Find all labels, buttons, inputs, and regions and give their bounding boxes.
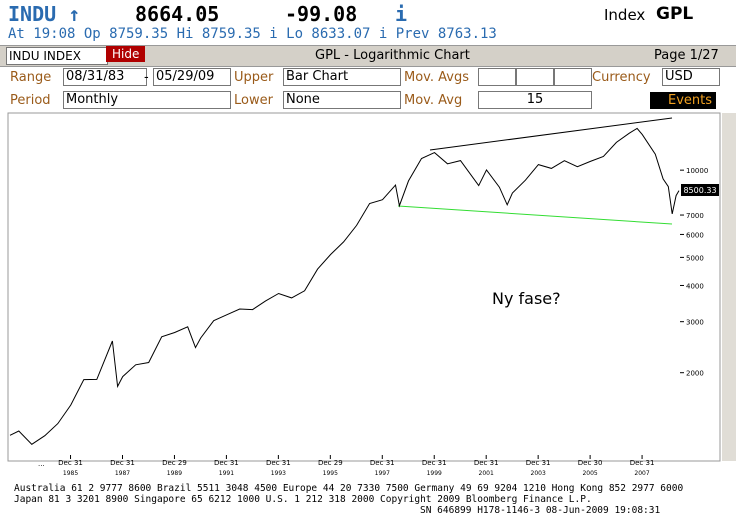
toolbar	[0, 45, 736, 67]
range-label: Range	[10, 70, 52, 85]
x-tick-year: 1985	[63, 470, 78, 477]
ticker: INDU ↑	[8, 2, 81, 26]
chart-title: GPL - Logarithmic Chart	[315, 48, 470, 63]
x-tick-label: Dec 31	[526, 459, 551, 467]
mov-avg-field[interactable]	[516, 68, 554, 86]
last-value-label: 8500.33	[683, 186, 716, 195]
lower-label: Lower	[234, 93, 273, 108]
hide-button[interactable]: Hide	[106, 46, 146, 62]
y-tick-label: 10000	[686, 167, 708, 175]
range-start[interactable]: 08/31/83	[63, 68, 147, 86]
x-tick-label: Dec 31	[422, 459, 447, 467]
events-button[interactable]: Events	[650, 92, 717, 109]
x-tick-label: Dec 31	[110, 459, 135, 467]
x-tick-year: 1991	[219, 470, 234, 477]
x-tick-label: Dec 31	[58, 459, 83, 467]
page-number: Page 1/27	[654, 48, 719, 63]
upper-field[interactable]: Bar Chart	[283, 68, 401, 86]
quote-line: At 19:08 Op 8759.35 Hi 8759.35 i Lo 8633…	[8, 26, 497, 42]
scrollbar[interactable]	[722, 113, 736, 461]
y-tick-label: 6000	[686, 231, 704, 239]
info: i	[395, 2, 408, 26]
x-tick-label: Dec 31	[474, 459, 499, 467]
range-separator: -	[144, 70, 149, 85]
x-tick-label: Dec 31	[630, 459, 655, 467]
y-tick-label: 3000	[686, 319, 704, 327]
mov-avg-label: Mov. Avg	[404, 93, 463, 108]
x-tick-year: 1995	[323, 470, 338, 477]
security-field[interactable]: INDU INDEX	[6, 47, 108, 65]
annotation: Ny fase?	[492, 289, 561, 308]
mov-avg-value[interactable]: 15	[478, 91, 592, 109]
x-tick-year: 1987	[115, 470, 130, 477]
x-tick-year: 1993	[271, 470, 286, 477]
trend-line	[397, 205, 673, 225]
mov-avg-field[interactable]	[478, 68, 516, 86]
footer-line: SN 646899 H178-1146-3 08-Jun-2009 19:08:…	[420, 505, 661, 516]
x-tick-year: 2007	[634, 470, 649, 477]
x-tick-year: 2001	[479, 470, 494, 477]
mov-avgs-label: Mov. Avgs	[404, 70, 469, 85]
gpl-label: GPL	[656, 4, 694, 24]
x-tick-year: 1989	[167, 470, 182, 477]
currency-field[interactable]: USD	[662, 68, 720, 86]
x-tick-label: Dec 31	[214, 459, 239, 467]
x-tick-year: 1999	[427, 470, 442, 477]
currency-label: Currency	[592, 70, 651, 85]
trend-line	[429, 117, 673, 151]
x-tick-label: Dec 29	[318, 459, 343, 467]
price-line	[9, 127, 680, 445]
x-tick-label: Dec 29	[162, 459, 187, 467]
x-tick-label: ...	[38, 460, 45, 468]
y-tick-label: 2000	[686, 370, 704, 378]
period-field[interactable]: Monthly	[63, 91, 231, 109]
x-tick-label: Dec 31	[266, 459, 291, 467]
y-tick-label: 4000	[686, 282, 704, 290]
change: -99.08	[285, 2, 358, 26]
period-label: Period	[10, 93, 51, 108]
y-tick-label: 7000	[686, 212, 704, 220]
range-end[interactable]: 05/29/09	[153, 68, 231, 86]
plot-frame	[7, 112, 721, 462]
index-label: Index	[604, 6, 646, 24]
price: 8664.05	[135, 2, 220, 26]
x-tick-year: 2003	[531, 470, 546, 477]
x-tick-year: 1997	[375, 470, 390, 477]
y-tick-label: 5000	[686, 254, 704, 262]
x-tick-label: Dec 30	[578, 459, 603, 467]
upper-label: Upper	[234, 70, 274, 85]
footer-line: Australia 61 2 9777 8600 Brazil 5511 304…	[14, 483, 684, 494]
mov-avg-field[interactable]	[554, 68, 592, 86]
last-value-box	[681, 184, 719, 196]
lower-field[interactable]: None	[283, 91, 401, 109]
footer-line: Japan 81 3 3201 8900 Singapore 65 6212 1…	[14, 494, 592, 505]
x-tick-label: Dec 31	[370, 459, 395, 467]
x-tick-year: 2005	[582, 470, 597, 477]
